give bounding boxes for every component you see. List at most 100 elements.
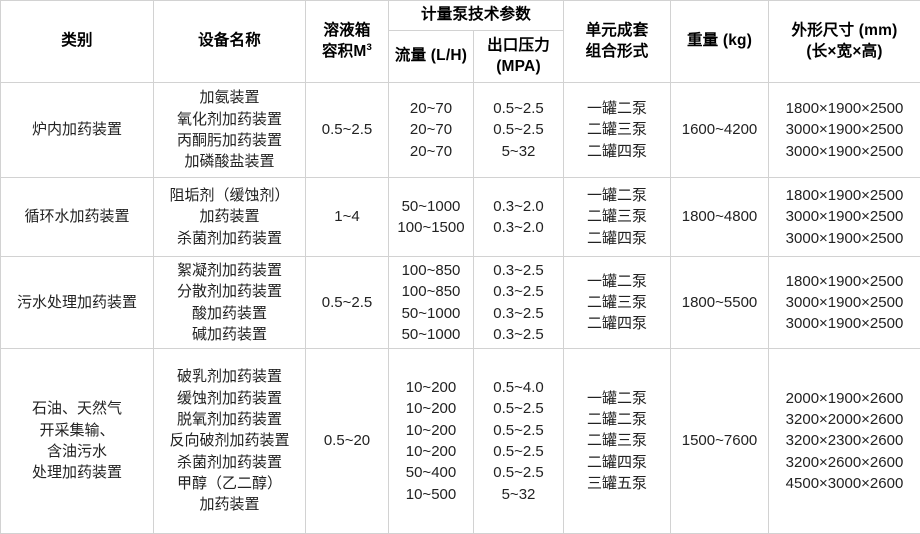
cell-tank-volume: 0.5~2.5 xyxy=(306,257,389,349)
cell-category-line: 炉内加药装置 xyxy=(4,119,150,140)
cell-weight: 1800~4800 xyxy=(671,178,769,257)
cell-flow-rate-line: 100~850 xyxy=(392,260,470,281)
cell-combination-line: 二罐二泵 xyxy=(567,409,667,430)
cell-equipment-line: 杀菌剂加药装置 xyxy=(157,228,302,249)
cell-equipment-lines: 阻垢剂（缓蚀剂）加药装置杀菌剂加药装置 xyxy=(157,185,302,249)
cell-dimensions-line: 3000×1900×2500 xyxy=(772,228,917,249)
cell-flow-rate-line: 50~400 xyxy=(392,462,470,483)
column-header-equipment-name: 设备名称 xyxy=(154,1,306,83)
cell-equipment: 絮凝剂加药装置分散剂加药装置酸加药装置碱加药装置 xyxy=(154,257,306,349)
cell-combination-lines: 一罐二泵二罐三泵二罐四泵 xyxy=(567,185,667,249)
cell-tank-volume-line: 0.5~20 xyxy=(309,430,385,451)
cell-combination-lines: 一罐二泵二罐三泵二罐四泵 xyxy=(567,98,667,162)
cell-flow-rate-line: 10~500 xyxy=(392,484,470,505)
cell-equipment-line: 阻垢剂（缓蚀剂） xyxy=(157,185,302,206)
cell-equipment-line: 加氨装置 xyxy=(157,87,302,108)
cell-combination: 一罐二泵二罐三泵二罐四泵 xyxy=(564,257,671,349)
cell-pressure-line: 0.5~2.5 xyxy=(477,420,560,441)
cell-category-line: 石油、天然气 xyxy=(4,398,150,419)
cell-equipment-line: 酸加药装置 xyxy=(157,303,302,324)
cell-weight: 1500~7600 xyxy=(671,349,769,534)
cell-category: 污水处理加药装置 xyxy=(1,257,154,349)
cell-pressure-line: 0.3~2.0 xyxy=(477,196,560,217)
cell-combination: 一罐二泵二罐三泵二罐四泵 xyxy=(564,178,671,257)
cell-tank-volume-lines: 0.5~2.5 xyxy=(309,292,385,313)
cell-combination-line: 二罐四泵 xyxy=(567,228,667,249)
column-header-pump-parameters-group: 计量泵技术参数 xyxy=(389,1,564,31)
cell-combination-line: 一罐二泵 xyxy=(567,98,667,119)
cell-equipment: 加氨装置氧化剂加药装置丙酮肟加药装置加磷酸盐装置 xyxy=(154,83,306,178)
cell-category-line: 循环水加药装置 xyxy=(4,206,150,227)
cell-combination-lines: 一罐二泵二罐二泵二罐三泵二罐四泵三罐五泵 xyxy=(567,388,667,494)
cell-equipment-line: 氧化剂加药装置 xyxy=(157,109,302,130)
cell-weight-line: 1800~5500 xyxy=(674,292,765,313)
cell-tank-volume-line: 0.5~2.5 xyxy=(309,119,385,140)
cell-weight-lines: 1800~5500 xyxy=(674,292,765,313)
cell-combination-line: 二罐三泵 xyxy=(567,206,667,227)
cell-dimensions-line: 4500×3000×2600 xyxy=(772,473,917,494)
combination-label-line1: 单元成套 xyxy=(567,21,667,42)
cell-pressure-line: 0.3~2.5 xyxy=(477,281,560,302)
cell-tank-volume-line: 1~4 xyxy=(309,206,385,227)
cell-equipment-lines: 絮凝剂加药装置分散剂加药装置酸加药装置碱加药装置 xyxy=(157,260,302,345)
cell-equipment-line: 反向破剂加药装置 xyxy=(157,430,302,451)
tank-volume-unit: 容积M xyxy=(322,43,367,60)
cell-pressure-line: 0.5~4.0 xyxy=(477,377,560,398)
cell-weight-lines: 1600~4200 xyxy=(674,119,765,140)
cell-pressure-line: 0.5~2.5 xyxy=(477,398,560,419)
cell-tank-volume-lines: 0.5~20 xyxy=(309,430,385,451)
cell-equipment-line: 分散剂加药装置 xyxy=(157,281,302,302)
cell-tank-volume-lines: 1~4 xyxy=(309,206,385,227)
cell-equipment-line: 絮凝剂加药装置 xyxy=(157,260,302,281)
cell-pressure-line: 0.3~2.0 xyxy=(477,217,560,238)
cell-dimensions-line: 3000×1900×2500 xyxy=(772,141,917,162)
cell-dimensions-line: 1800×1900×2500 xyxy=(772,98,917,119)
cell-combination-line: 二罐三泵 xyxy=(567,430,667,451)
cell-weight-line: 1600~4200 xyxy=(674,119,765,140)
cell-flow-rate-line: 20~70 xyxy=(392,141,470,162)
cell-pressure-line: 0.5~2.5 xyxy=(477,441,560,462)
cell-dimensions-line: 3200×2000×2600 xyxy=(772,409,917,430)
cell-pressure-line: 0.5~2.5 xyxy=(477,462,560,483)
cell-flow-rate-line: 50~1000 xyxy=(392,196,470,217)
cell-combination-line: 二罐四泵 xyxy=(567,141,667,162)
column-header-outlet-pressure: 出口压力 (MPA) xyxy=(474,31,564,83)
cell-tank-volume-lines: 0.5~2.5 xyxy=(309,119,385,140)
cell-combination-line: 二罐三泵 xyxy=(567,119,667,140)
cell-tank-volume: 0.5~2.5 xyxy=(306,83,389,178)
cell-equipment-line: 加药装置 xyxy=(157,494,302,515)
cell-category-lines: 污水处理加药装置 xyxy=(4,292,150,313)
cell-weight-line: 1800~4800 xyxy=(674,206,765,227)
cell-pressure-line: 0.5~2.5 xyxy=(477,119,560,140)
cell-equipment-line: 甲醇（乙二醇） xyxy=(157,473,302,494)
dimensions-label-line1: 外形尺寸 (mm) xyxy=(772,21,917,42)
cell-tank-volume: 0.5~20 xyxy=(306,349,389,534)
dimensions-label-line2: (长×宽×高) xyxy=(772,42,917,63)
cell-pressure-line: 0.3~2.5 xyxy=(477,260,560,281)
cell-combination-line: 二罐四泵 xyxy=(567,452,667,473)
column-header-weight: 重量 (kg) xyxy=(671,1,769,83)
combination-label-line2: 组合形式 xyxy=(567,42,667,63)
pressure-label-line2: (MPA) xyxy=(477,57,560,78)
cell-combination-line: 二罐四泵 xyxy=(567,313,667,334)
column-header-flow-rate: 流量 (L/H) xyxy=(389,31,474,83)
